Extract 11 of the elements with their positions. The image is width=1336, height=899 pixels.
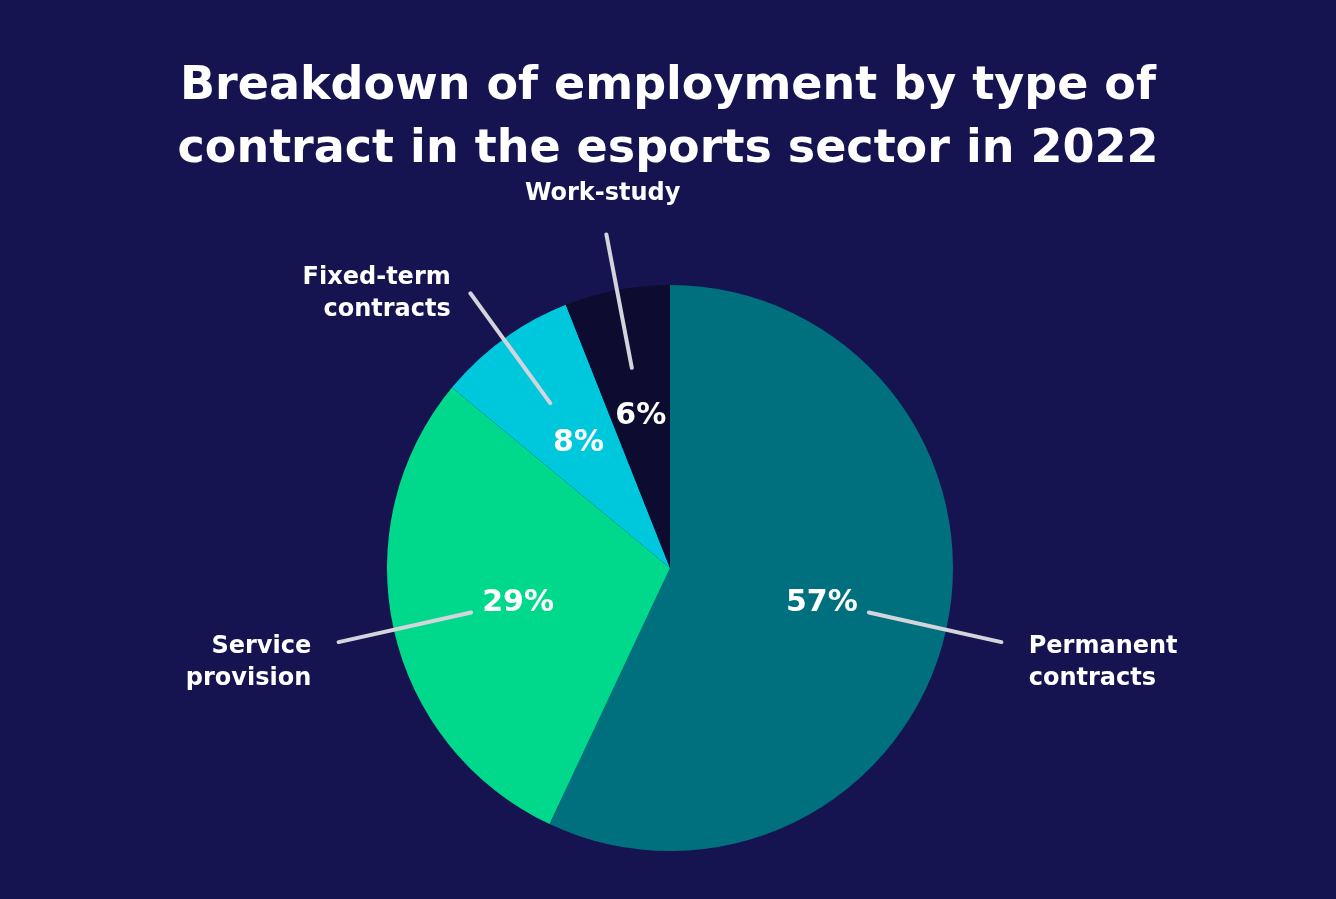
data-label: 8%: [553, 423, 604, 459]
slice-label: Permanent contracts: [1028, 631, 1178, 692]
slice-label: Service provision: [185, 631, 312, 692]
slice-label: Work-study: [524, 177, 681, 206]
slice-label: Fixed-term contracts: [302, 262, 451, 323]
data-label: 29%: [482, 582, 554, 618]
data-label: 6%: [615, 396, 667, 432]
pie-slice: [451, 304, 670, 568]
pie-slice: [387, 387, 670, 825]
chart-title: Breakdown of employment by type of contract in the esports sector in 2022: [177, 56, 1159, 173]
data-label: 57%: [786, 582, 858, 618]
